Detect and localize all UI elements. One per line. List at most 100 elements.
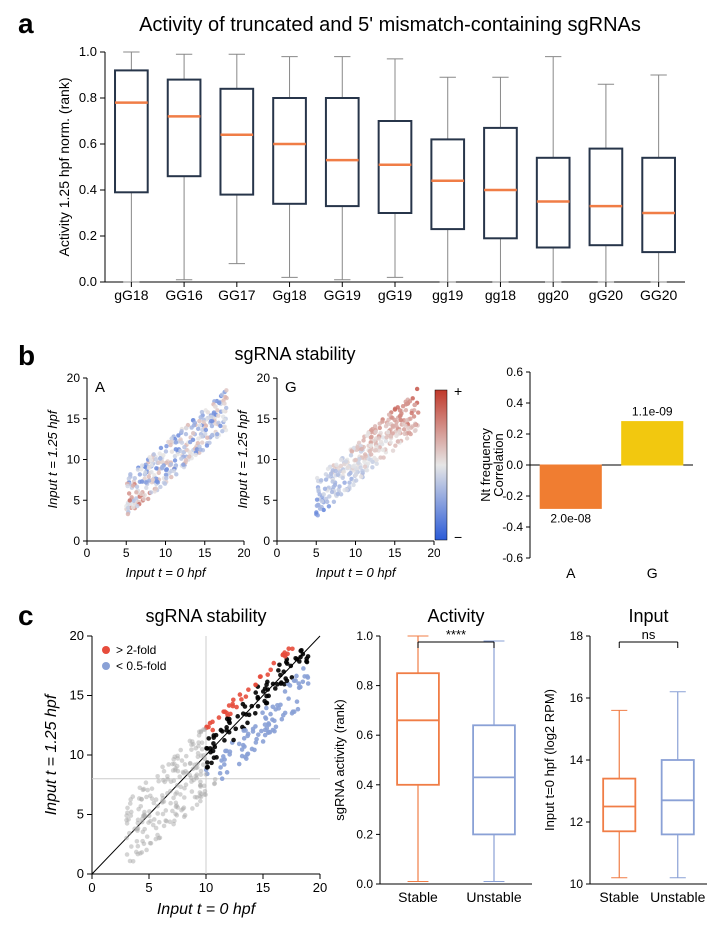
svg-text:GG17: GG17 xyxy=(218,287,256,303)
svg-text:10: 10 xyxy=(70,747,84,762)
svg-text:A: A xyxy=(566,565,576,581)
svg-text:Activity: Activity xyxy=(427,606,484,626)
panel-b-barchart: -0.6-0.4-0.20.00.20.40.6Nt frequencyCorr… xyxy=(478,360,703,590)
svg-text:1.0: 1.0 xyxy=(79,44,97,59)
panel-a-boxplot: 0.0 0.2 0.4 0.6 0.8 1.0 Activity 1.25 hpf norm… xyxy=(55,42,695,332)
svg-text:+: + xyxy=(454,383,462,399)
svg-text:Input t = 1.25 hpf: Input t = 1.25 hpf xyxy=(45,409,60,508)
svg-text:Stable: Stable xyxy=(398,889,438,905)
svg-text:10: 10 xyxy=(199,880,213,895)
svg-text:5: 5 xyxy=(263,493,270,507)
svg-text:0: 0 xyxy=(77,866,84,881)
svg-text:0.2: 0.2 xyxy=(506,427,523,441)
svg-text:Unstable: Unstable xyxy=(466,889,521,905)
svg-text:10: 10 xyxy=(67,453,81,467)
svg-text:14: 14 xyxy=(570,753,584,767)
svg-text:20: 20 xyxy=(313,880,327,895)
svg-text:Stable: Stable xyxy=(599,889,639,905)
svg-text:15: 15 xyxy=(70,688,84,703)
svg-text:Input t = 0 hpf: Input t = 0 hpf xyxy=(126,565,207,580)
svg-text:0.6: 0.6 xyxy=(506,365,523,379)
panel-c-input-boxplot: Input1012141618Input t=0 hpf (log2 RPM)S… xyxy=(540,606,713,926)
svg-text:15: 15 xyxy=(67,412,81,426)
svg-text:15: 15 xyxy=(388,546,402,560)
svg-text:20: 20 xyxy=(67,371,81,385)
panel-c-scatter: sgRNA stability 0 5 10 15 20 0 5 10 15 20 Input t =… xyxy=(40,606,330,926)
svg-text:5: 5 xyxy=(313,546,320,560)
svg-text:ns: ns xyxy=(642,627,656,642)
svg-text:Input t = 0 hpf: Input t = 0 hpf xyxy=(157,901,257,918)
svg-text:15: 15 xyxy=(257,412,271,426)
svg-text:gG19: gG19 xyxy=(378,287,412,303)
panel-c-activity-boxplot: Activity 0.0 0.2 0.4 0.6 0.8 1.0 sgRNA activity… xyxy=(330,606,540,926)
panel-b-title: sgRNA stability xyxy=(150,344,440,365)
svg-text:−: − xyxy=(454,529,462,545)
svg-text:10: 10 xyxy=(570,877,584,891)
svg-text:A: A xyxy=(95,379,105,396)
svg-text:gg18: gg18 xyxy=(485,287,516,303)
svg-text:0.0: 0.0 xyxy=(356,877,373,891)
svg-text:12: 12 xyxy=(570,815,584,829)
svg-text:1.1e-09: 1.1e-09 xyxy=(632,405,673,419)
svg-text:Unstable: Unstable xyxy=(650,889,705,905)
svg-text:Input t = 0 hpf: Input t = 0 hpf xyxy=(316,565,397,580)
panel-a-title: Activity of truncated and 5' mismatch-co… xyxy=(90,14,690,37)
svg-text:< 0.5-fold: < 0.5-fold xyxy=(116,659,166,673)
svg-text:10: 10 xyxy=(349,546,363,560)
svg-text:15: 15 xyxy=(256,880,270,895)
svg-text:0: 0 xyxy=(263,534,270,548)
svg-text:0: 0 xyxy=(88,880,95,895)
panel-c-label: c xyxy=(18,600,34,632)
svg-text:10: 10 xyxy=(159,546,173,560)
svg-text:gg20: gg20 xyxy=(538,287,569,303)
svg-text:Input t=0 hpf (log2 RPM): Input t=0 hpf (log2 RPM) xyxy=(542,689,557,831)
svg-text:0.0: 0.0 xyxy=(79,274,97,289)
svg-text:> 2-fold: > 2-fold xyxy=(116,643,156,657)
svg-text:sgRNA stability: sgRNA stability xyxy=(145,606,266,626)
svg-text:5: 5 xyxy=(123,546,130,560)
figure-page: a Activity of truncated and 5' mismatch-… xyxy=(0,0,713,936)
svg-text:GG16: GG16 xyxy=(165,287,203,303)
svg-text:-0.6: -0.6 xyxy=(502,551,523,565)
svg-text:0.6: 0.6 xyxy=(79,136,97,151)
svg-text:0.4: 0.4 xyxy=(79,182,97,197)
svg-text:2.0e-08: 2.0e-08 xyxy=(550,511,591,525)
svg-text:sgRNA activity (rank): sgRNA activity (rank) xyxy=(332,699,347,820)
svg-text:Activity 1.25 hpf norm. (rank): Activity 1.25 hpf norm. (rank) xyxy=(56,78,72,257)
svg-text:5: 5 xyxy=(77,807,84,822)
svg-text:Gg18: Gg18 xyxy=(272,287,306,303)
svg-text:0.2: 0.2 xyxy=(356,827,373,841)
svg-text:1.0: 1.0 xyxy=(356,629,373,643)
svg-text:gG20: gG20 xyxy=(589,287,623,303)
svg-text:GG19: GG19 xyxy=(324,287,362,303)
svg-text:0.8: 0.8 xyxy=(79,90,97,105)
svg-text:20: 20 xyxy=(70,628,84,643)
svg-text:15: 15 xyxy=(198,546,212,560)
svg-text:5: 5 xyxy=(145,880,152,895)
svg-text:0: 0 xyxy=(84,546,91,560)
svg-text:0.0: 0.0 xyxy=(506,458,523,472)
svg-text:****: **** xyxy=(446,627,466,642)
svg-text:10: 10 xyxy=(257,453,271,467)
svg-text:0.6: 0.6 xyxy=(356,728,373,742)
svg-text:-0.4: -0.4 xyxy=(502,520,523,534)
panel-b-scatter-g: 0510152005101520Input t = 0 hpfInput t =… xyxy=(235,368,440,583)
svg-text:0.8: 0.8 xyxy=(356,679,373,693)
svg-text:Input t = 1.25 hpf: Input t = 1.25 hpf xyxy=(43,693,60,815)
svg-text:18: 18 xyxy=(570,629,584,643)
svg-text:gg19: gg19 xyxy=(432,287,463,303)
svg-text:Input: Input xyxy=(628,606,668,626)
svg-text:Input t = 1.25 hpf: Input t = 1.25 hpf xyxy=(235,409,250,508)
svg-text:0.4: 0.4 xyxy=(356,778,373,792)
panel-b-label: b xyxy=(18,340,35,372)
panel-b-scatter-a: 0510152005101520Input t = 0 hpfInput t =… xyxy=(45,368,250,583)
svg-text:0: 0 xyxy=(73,534,80,548)
svg-text:0.4: 0.4 xyxy=(506,396,523,410)
svg-text:0.2: 0.2 xyxy=(79,228,97,243)
svg-text:GG20: GG20 xyxy=(640,287,678,303)
svg-text:gG18: gG18 xyxy=(114,287,148,303)
svg-text:0: 0 xyxy=(274,546,281,560)
svg-text:Correlation: Correlation xyxy=(491,433,506,497)
svg-text:5: 5 xyxy=(73,493,80,507)
svg-text:G: G xyxy=(285,379,297,396)
